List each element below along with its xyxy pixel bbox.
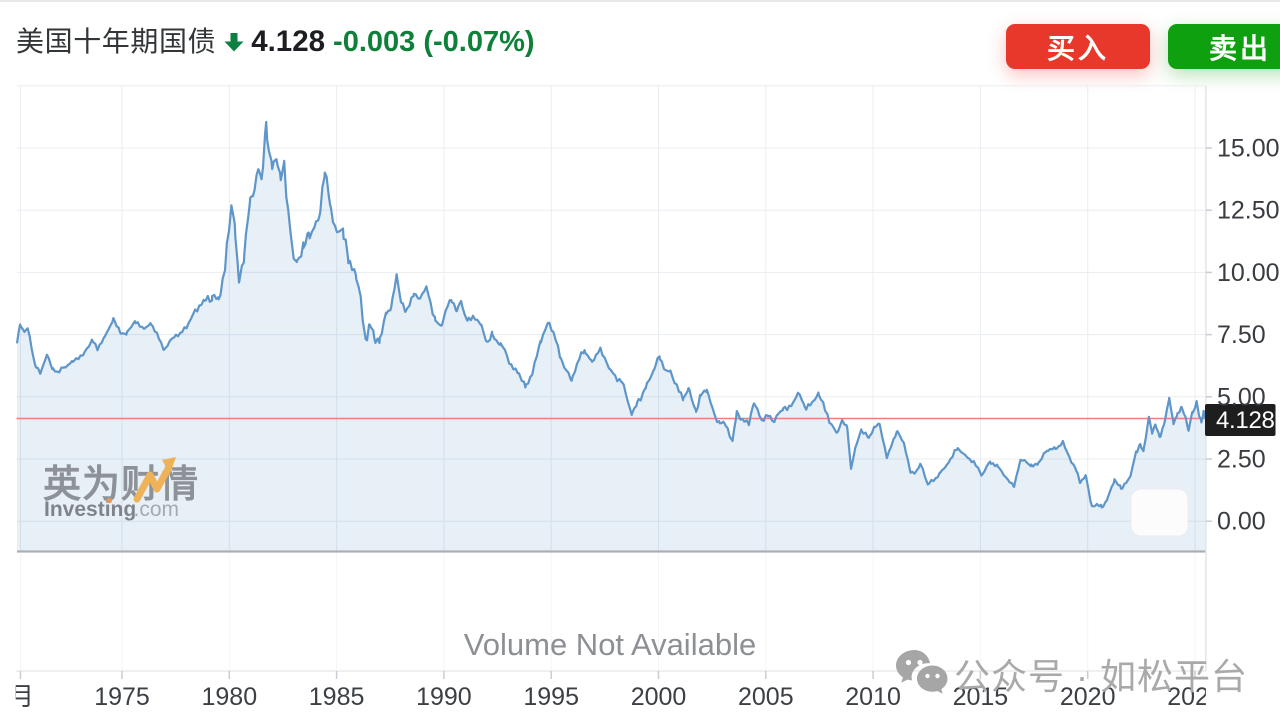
svg-text:Volume Not Available: Volume Not Available (464, 627, 756, 662)
svg-text:1980: 1980 (201, 683, 257, 711)
svg-text:2005: 2005 (738, 683, 794, 711)
svg-text:1990: 1990 (416, 683, 472, 711)
svg-text:12.50: 12.50 (1217, 197, 1280, 225)
svg-text:1985: 1985 (309, 683, 365, 711)
svg-text:2015: 2015 (953, 683, 1009, 711)
svg-text:2020: 2020 (1060, 683, 1116, 711)
svg-text:1975: 1975 (94, 683, 150, 711)
svg-text:.com: .com (134, 498, 180, 521)
svg-text:2000: 2000 (631, 683, 687, 711)
svg-text:英为财情: 英为财情 (43, 464, 199, 506)
svg-text:15.00: 15.00 (1217, 135, 1280, 163)
svg-text:10.00: 10.00 (1217, 259, 1280, 287)
svg-text:2.50: 2.50 (1217, 446, 1266, 474)
svg-text:2010: 2010 (845, 683, 901, 711)
svg-text:1995: 1995 (523, 683, 579, 711)
svg-text:7.50: 7.50 (1217, 321, 1266, 349)
svg-text:0.00: 0.00 (1217, 508, 1266, 536)
svg-text:2025: 2025 (1167, 683, 1223, 711)
svg-text:4.128: 4.128 (1216, 407, 1275, 434)
svg-text:Investing: Investing (44, 498, 136, 521)
svg-text:1月: 1月 (0, 683, 34, 711)
svg-text:5.00: 5.00 (1217, 383, 1266, 411)
